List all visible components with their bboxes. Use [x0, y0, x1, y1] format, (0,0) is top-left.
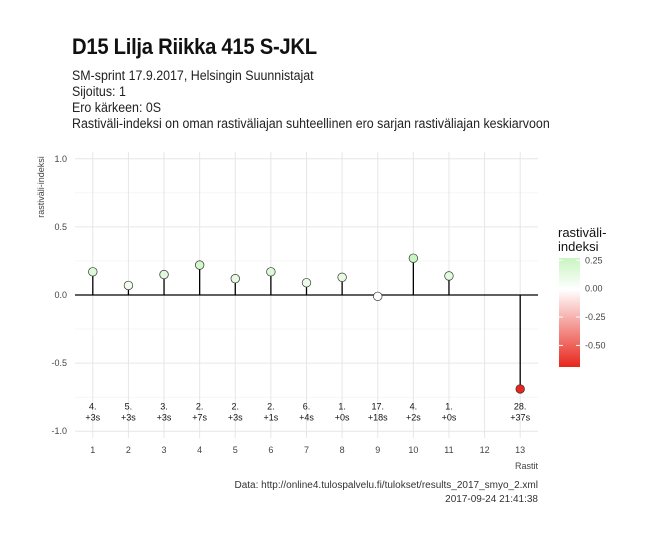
rank-label: 4. [410, 401, 418, 411]
rank-label: 3. [160, 401, 168, 411]
x-axis-title: Rastit [515, 461, 539, 471]
x-tick-label: 10 [408, 445, 418, 455]
rank-label: 1. [338, 401, 346, 411]
lollipop-point [230, 274, 240, 284]
diff-label: +1s [264, 412, 279, 422]
diff-label: +18s [368, 412, 388, 422]
x-tick-label: 3 [162, 445, 167, 455]
y-tick-label: -1.0 [51, 426, 67, 436]
x-tick-label: 9 [375, 445, 380, 455]
diff-label: +2s [406, 412, 421, 422]
x-tick-label: 4 [197, 445, 202, 455]
diff-label: +0s [335, 412, 350, 422]
rank-label: 2. [267, 401, 275, 411]
x-tick-label: 6 [268, 445, 273, 455]
y-tick-label: 0.0 [54, 290, 67, 300]
chart-title: D15 Lilja Riikka 415 S-JKL [72, 34, 317, 59]
legend-colorbar [559, 258, 580, 367]
diff-label: +3s [85, 412, 100, 422]
lollipop-point [515, 384, 525, 394]
x-tick-label: 7 [304, 445, 309, 455]
y-axis-title: rastiväli-indeksi [36, 156, 46, 218]
subtitle-placing: Sijoitus: 1 [72, 84, 126, 99]
legend-title-line-1: rastiväli- [558, 225, 607, 240]
y-tick-label: 1.0 [54, 154, 67, 164]
rank-label: 6. [303, 401, 311, 411]
subtitle-gap: Ero kärkeen: 0S [72, 100, 162, 115]
y-tick-label: 0.5 [54, 222, 67, 232]
legend-tick-label: 0.00 [585, 284, 603, 294]
caption-source: Data: http://online4.tulospalvelu.fi/tul… [234, 480, 538, 491]
x-tick-label: 2 [126, 445, 131, 455]
lollipop-point [444, 271, 454, 281]
x-tick-label: 13 [515, 445, 525, 455]
lollipop-point [373, 291, 383, 302]
caption-timestamp: 2017-09-24 21:41:38 [445, 494, 538, 505]
legend-tick-label: -0.50 [585, 340, 606, 350]
lollipop-point [408, 253, 418, 263]
grid-layer [75, 152, 538, 438]
x-tick-label: 8 [340, 445, 345, 455]
rank-label: 5. [125, 401, 133, 411]
diff-label: +0s [442, 412, 457, 422]
lollipop-point [301, 278, 312, 288]
x-tick-label: 5 [233, 445, 238, 455]
diff-label: +37s [510, 412, 530, 422]
legend-title-line-2: indeksi [558, 239, 599, 254]
x-tick-label: 12 [480, 445, 490, 455]
diff-label: +3s [228, 412, 243, 422]
rank-label: 1. [445, 401, 453, 411]
legend-title: rastiväli- indeksi [558, 226, 606, 254]
legend-tick-label: -0.25 [585, 312, 606, 322]
diff-label: +7s [192, 412, 207, 422]
rank-label: 4. [89, 401, 97, 411]
rank-label: 28. [514, 401, 527, 411]
x-tick-label: 11 [444, 445, 453, 455]
x-tick-label: 1 [90, 445, 95, 455]
lollipop-point [88, 267, 98, 277]
subtitle-event: SM-sprint 17.9.2017, Helsingin Suunnista… [72, 68, 314, 83]
y-tick-label: -0.5 [51, 358, 67, 368]
subtitle-description: Rastiväli-indeksi on oman rastiväliajan … [72, 116, 550, 131]
axis-layer: -1.0-0.50.00.51.01 2 3 4 5 6 7 8 9 10 11 12 13rastiv… [36, 154, 538, 471]
rank-label: 2. [232, 401, 240, 411]
lollipop-point [123, 280, 134, 291]
lollipop-point [159, 269, 169, 280]
diff-label: +3s [157, 412, 172, 422]
diff-label: +4s [299, 412, 314, 422]
lollipop-point [195, 260, 205, 270]
legend-layer: 0.25 0.00 -0.25 -0.50 [559, 255, 606, 367]
lollipop-point [337, 272, 347, 282]
lollipop-point [266, 267, 276, 277]
diff-label: +3s [121, 412, 136, 422]
legend-tick-label: 0.25 [585, 255, 603, 265]
rank-label: 2. [196, 401, 204, 411]
rank-label: 17. [371, 401, 384, 411]
mark-layer [88, 253, 525, 394]
label-layer: 4.+3s5.+3s3.+3s2.+7s2.+3s2.+1s6.+4s1.+0s… [85, 401, 530, 422]
